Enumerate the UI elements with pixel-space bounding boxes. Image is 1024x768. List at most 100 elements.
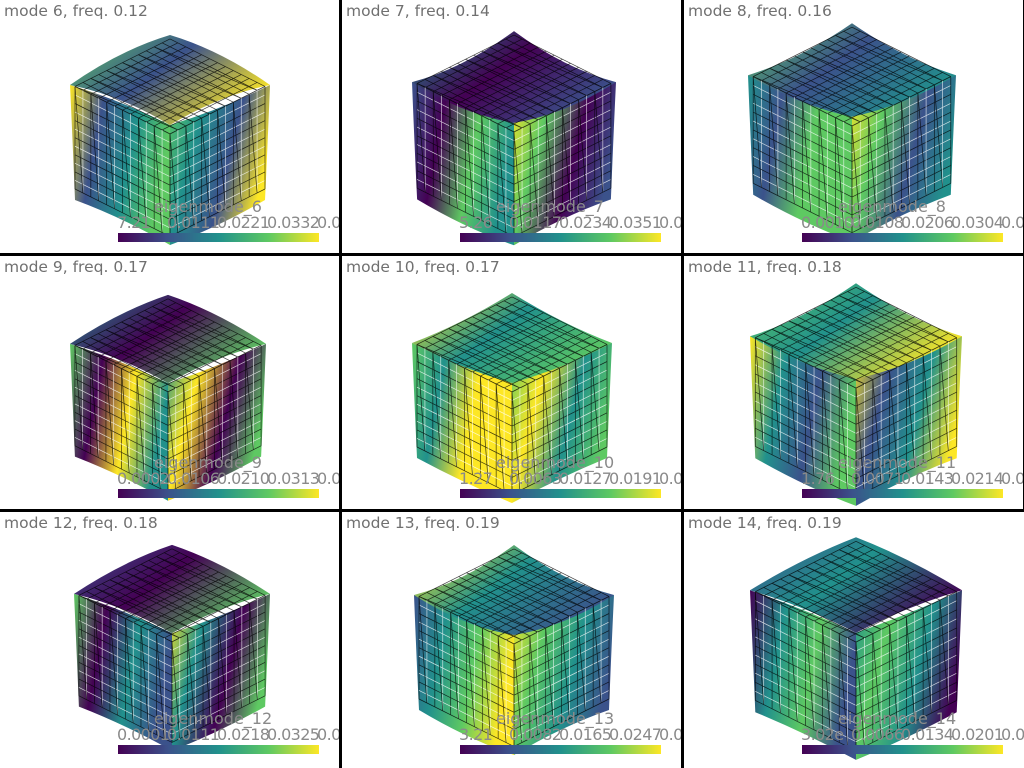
colorbar-title: eigenmode_13: [496, 709, 615, 728]
colorbar-title: eigenmode_6: [154, 197, 262, 216]
colorbar-tick: 0.0071: [851, 469, 904, 488]
wireframe-mesh: [752, 26, 952, 233]
colorbar-title: eigenmode_11: [838, 453, 957, 472]
cube-face-right: [514, 595, 614, 755]
cube-face-right: [856, 590, 962, 760]
colorbar-tick: 0.0165: [559, 725, 612, 744]
colorbar-title: eigenmode_7: [496, 197, 604, 216]
colorbar: [460, 745, 661, 754]
colorbar-ticks: 5.26 0.0117 0.0234 0.0351 0.0: [459, 213, 681, 233]
cube-face-top: [412, 293, 612, 383]
wireframe-mesh: [416, 296, 608, 495]
colorbar-tick: 0.0: [1001, 725, 1024, 744]
colorbar: [802, 233, 1003, 242]
panel-title: mode 8, freq. 0.16: [688, 2, 832, 20]
colorbar-ticks: 0.0002 0.0106 0.0210 0.0313 0.0: [117, 469, 339, 489]
colorbar-tick: 1.27: [459, 469, 493, 488]
wireframe-mesh: [754, 287, 958, 498]
cube-render: [750, 283, 962, 506]
panel-title: mode 11, freq. 0.18: [688, 258, 842, 276]
colorbar-tick: 0.0111: [167, 725, 220, 744]
cube-render: [412, 293, 612, 503]
panel-mode-12: mode 12, freq. 0.18 eigenmode_12 0.0001 …: [0, 512, 339, 768]
cube-render: [750, 537, 962, 760]
colorbar-ticks: 3.21 0.0082 0.0165 0.0247 0.0: [459, 725, 681, 745]
colorbar-tick: 0.0063: [509, 469, 562, 488]
colorbar-tick: 0.0: [317, 725, 339, 744]
cube-face-top: [748, 23, 956, 117]
colorbar-tick: 0.0313: [267, 469, 320, 488]
cube-render: [70, 294, 266, 501]
wireframe-mesh: [754, 541, 958, 752]
colorbar-tick: 0.0082: [509, 725, 562, 744]
panel-title: mode 12, freq. 0.18: [4, 514, 158, 532]
colorbar-title: eigenmode_8: [838, 197, 946, 216]
panel-mode-8: mode 8, freq. 0.16 eigenmode_8 0.0010 0.…: [684, 0, 1023, 253]
colorbar-tick: 3.02e: [801, 725, 844, 744]
colorbar-ticks: 1.27 0.0063 0.0127 0.0191 0.0: [459, 469, 681, 489]
colorbar-tick: 0.0: [659, 725, 681, 744]
colorbar-ticks: 0.0001 0.0111 0.0218 0.0325 0.0: [117, 725, 339, 745]
panel-title: mode 9, freq. 0.17: [4, 258, 148, 276]
panel-title: mode 10, freq. 0.17: [346, 258, 500, 276]
colorbar-tick: 0.0143: [901, 469, 954, 488]
colorbar-tick: 0.0117: [509, 213, 562, 232]
colorbar-tick: 5.26: [459, 213, 493, 232]
cube-render: [748, 23, 956, 242]
colorbar-tick: 0.0234: [559, 213, 612, 232]
colorbar-ticks: 1.76 0.0071 0.0143 0.0214 0.0: [801, 469, 1023, 489]
panel-title: mode 6, freq. 0.12: [4, 2, 148, 20]
colorbar-tick: 0.0111: [167, 213, 220, 232]
wireframe-mesh: [416, 34, 612, 237]
colorbar: [460, 489, 661, 498]
colorbar-tick: 0.0218: [217, 725, 270, 744]
colorbar-tick: 0.0332: [267, 213, 320, 232]
panel-title: mode 7, freq. 0.14: [346, 2, 490, 20]
colorbar-tick: 0.0325: [267, 725, 320, 744]
colorbar-tick: 0.0: [1001, 213, 1023, 232]
colorbar-title: eigenmode_9: [154, 453, 262, 472]
cube-face-top: [750, 537, 962, 633]
cube-face-right: [512, 343, 612, 503]
wireframe-mesh: [74, 38, 266, 237]
cube-face-right: [170, 85, 270, 245]
colorbar-tick: 0.0134: [901, 725, 954, 744]
colorbar: [802, 489, 1003, 498]
colorbar-tick: 0.0: [659, 469, 681, 488]
colorbar-tick: 0.0221: [217, 213, 270, 232]
panel-mode-11: mode 11, freq. 0.18 eigenmode_11 1.76 0.…: [684, 256, 1023, 509]
cube-face-right: [856, 336, 962, 506]
colorbar-tick: 0.0304: [951, 213, 1004, 232]
colorbar-tick: 0.0247: [609, 725, 662, 744]
colorbar-ticks: 0.0010 0.0108 0.0206 0.0304 0.0: [801, 213, 1023, 233]
colorbar-ticks: 3.02e 0.0066 0.0134 0.0201 0.0: [801, 725, 1024, 745]
cube-face-top: [74, 544, 270, 634]
colorbar-tick: 1.76: [801, 469, 835, 488]
colorbar-ticks: 7.21 0.0111 0.0221 0.0332 0.0: [117, 213, 339, 233]
colorbar-tick: 0.0191: [609, 469, 662, 488]
colorbar-tick: 0.0066: [851, 725, 904, 744]
panel-mode-6: mode 6, freq. 0.12 eigenmode_6 7.21 0.01…: [0, 0, 339, 253]
colorbar-tick: 0.0: [317, 469, 339, 488]
colorbar-tick: 0.0106: [167, 469, 220, 488]
colorbar-tick: 0.0201: [951, 725, 1004, 744]
colorbar-tick: 0.0: [1001, 469, 1023, 488]
cube-face-top: [414, 545, 614, 635]
panel-mode-10: mode 10, freq. 0.17 eigenmode_10 1.27 0.…: [342, 256, 681, 509]
colorbar: [118, 745, 319, 754]
colorbar-tick: 0.0206: [901, 213, 954, 232]
panel-title: mode 13, freq. 0.19: [346, 514, 500, 532]
panel-mode-14: mode 14, freq. 0.19 eigenmode_14 3.02e 0…: [684, 512, 1024, 768]
cube-render: [414, 545, 614, 755]
cube-face-top: [70, 294, 266, 384]
colorbar-title: eigenmode_12: [154, 709, 273, 728]
colorbar-tick: 0.0002: [117, 469, 170, 488]
cube-face-top: [412, 31, 616, 123]
panel-title: mode 14, freq. 0.19: [688, 514, 842, 532]
cube-render: [412, 31, 616, 246]
wireframe-mesh: [418, 548, 610, 747]
cube-face-right: [514, 82, 616, 246]
colorbar: [460, 233, 661, 242]
colorbar-tick: 0.0: [317, 213, 339, 232]
colorbar-tick: 0.0001: [117, 725, 170, 744]
